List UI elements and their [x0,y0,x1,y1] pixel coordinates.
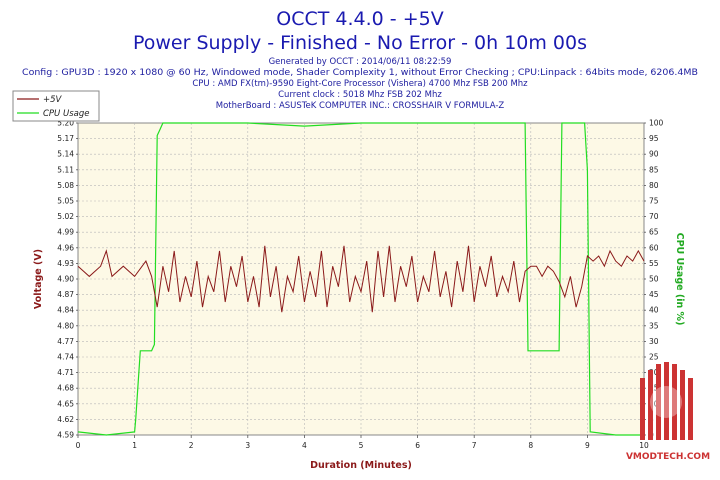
x-axis-ticks: 0 1 2 3 4 5 6 7 8 9 10 [76,435,649,450]
chart-title: OCCT 4.4.0 - +5V [276,8,443,30]
y-tick-label: 5.05 [57,197,74,206]
y-tick-label: 4.62 [57,415,74,424]
y2-tick-label: 55 [649,259,659,268]
legend-box [12,90,100,122]
y2-tick-label: 75 [649,197,659,206]
y-tick-label: 4.71 [57,368,74,377]
y-tick-label: 5.17 [57,134,74,143]
y-tick-label: 4.84 [57,306,74,315]
x-tick-label: 8 [528,441,533,450]
series-layer [77,122,645,436]
x-tick-label: 4 [302,441,307,450]
info-config: Config : GPU3D : 1920 x 1080 @ 60 Hz, Wi… [22,68,698,78]
y2-tick-label: 65 [649,228,659,237]
x-tick-label: 7 [472,441,477,450]
legend-label-cpu: CPU Usage [43,109,89,119]
x-axis-label: Duration (Minutes) [310,460,412,471]
y-tick-label: 4.68 [57,384,74,393]
logo-bar-5 [672,364,677,440]
y2-tick-label: 95 [649,134,659,143]
y-tick-label: 4.93 [57,259,74,268]
legend-label-voltage: +5V [43,95,63,105]
y-tick-label: 4.80 [57,321,74,330]
series-line-cpu-usage [77,122,644,436]
y2-tick-label: 80 [649,181,659,190]
y2-tick-label: 35 [649,321,659,330]
y-tick-label: 4.77 [57,337,74,346]
x-tick-label: 5 [359,441,364,450]
y-tick-label: 4.65 [57,399,74,408]
y-axis-label: Voltage (V) [33,249,44,309]
x-tick-label: 9 [585,441,590,450]
y-tick-label: 5.11 [57,165,74,174]
y2-tick-label: 15 [649,384,659,393]
y-tick-label: 4.59 [57,431,74,440]
x-tick-label: 10 [639,441,649,450]
y2-axis-ticks: 0510152025303540455055606570758085909510… [644,119,664,440]
y-tick-label: 5.14 [57,150,74,159]
watermark-text: VMODTECH.COM [626,452,710,462]
logo-bar-7 [688,378,693,440]
y2-tick-label: 70 [649,212,659,221]
y2-tick-label: 10 [649,399,659,408]
logo-bar-4 [664,362,669,440]
logo-bar-2 [648,370,653,440]
logo-bar-1 [640,378,645,440]
y2-tick-label: 25 [649,353,659,362]
logo-circle [650,386,682,418]
y2-axis-label: CPU Usage (in %) [674,233,685,326]
chart-subtitle: Power Supply - Finished - No Error - 0h … [133,32,587,54]
info-motherboard: MotherBoard : ASUSTeK COMPUTER INC.: CRO… [216,101,505,111]
watermark-logo: VMODTECH.COM [626,362,710,462]
y2-tick-label: 60 [649,243,659,252]
x-tick-label: 0 [76,441,81,450]
y2-tick-label: 45 [649,290,659,299]
y2-tick-label: 85 [649,165,659,174]
y2-tick-label: 50 [649,275,659,284]
y-tick-label: 4.96 [57,243,74,252]
x-tick-label: 1 [132,441,137,450]
y2-tick-label: 40 [649,306,659,315]
logo-bar-3 [656,364,661,440]
y-tick-label: 5.20 [57,119,74,128]
y-axis-ticks: 4.59 4.62 4.65 4.68 4.71 4.74 4.77 4.80 4.84 4.87… [57,119,78,440]
x-tick-label: 3 [245,441,250,450]
y-tick-label: 4.99 [57,228,74,237]
legend: +5V CPU Usage [12,90,100,122]
info-clock: Current clock : 5018 Mhz FSB 202 Mhz [278,90,442,100]
y-tick-label: 4.90 [57,275,74,284]
x-tick-label: 2 [189,441,194,450]
series-line-5v [77,245,645,313]
y-tick-label: 4.74 [57,353,74,362]
info-cpu: CPU : AMD FX(tm)-9590 Eight-Core Process… [192,79,528,89]
y2-tick-label: 30 [649,337,659,346]
y2-tick-label: 100 [649,119,664,128]
logo-bar-6 [680,370,685,440]
y-tick-label: 5.08 [57,181,74,190]
y-tick-label: 5.02 [57,212,74,221]
y2-tick-label: 20 [649,368,659,377]
y2-tick-label: 90 [649,150,659,159]
info-generated: Generated by OCCT : 2014/06/11 08:22:59 [269,57,452,67]
y-tick-label: 4.87 [57,290,74,299]
x-tick-label: 6 [415,441,420,450]
